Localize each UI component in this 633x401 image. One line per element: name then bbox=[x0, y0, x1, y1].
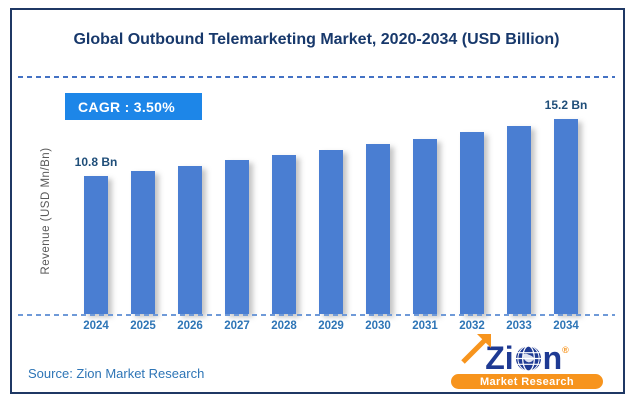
bar-2032 bbox=[460, 132, 484, 314]
zion-market-research-logo: Zi n ® Market Research bbox=[451, 334, 603, 391]
title-divider-dashed-line bbox=[18, 76, 615, 78]
x-tick-2025: 2025 bbox=[130, 320, 156, 332]
bar-column-2025 bbox=[131, 108, 155, 314]
x-tick-2024: 2024 bbox=[83, 320, 109, 332]
logo-brand-word: Zi n ® bbox=[451, 334, 603, 376]
x-tick-label: 2031 bbox=[412, 320, 438, 332]
bar-2028 bbox=[272, 155, 296, 314]
source-attribution: Source: Zion Market Research bbox=[28, 366, 205, 381]
y-axis-label: Revenue (USD Mn/Bn) bbox=[40, 147, 52, 275]
x-tick-label: 2028 bbox=[271, 320, 297, 332]
logo-letters-left: Zi bbox=[485, 340, 514, 376]
x-tick-label: 2026 bbox=[177, 320, 203, 332]
x-tick-2029: 2029 bbox=[318, 320, 344, 332]
bar-2030 bbox=[366, 144, 390, 314]
cagr-badge: CAGR : 3.50% bbox=[65, 93, 202, 120]
x-axis-tick-labels: 2024 2025 2026 2027 2028 2029 2030 2031 2032 2033… bbox=[83, 320, 579, 332]
x-tick-label: 2029 bbox=[318, 320, 344, 332]
value-label-2024: 10.8 Bn bbox=[74, 155, 118, 169]
x-tick-label: 2033 bbox=[506, 320, 532, 332]
globe-icon bbox=[515, 345, 541, 372]
bar-column-2032 bbox=[460, 108, 484, 314]
registered-trademark-icon: ® bbox=[562, 345, 569, 355]
x-tick-2026: 2026 bbox=[177, 320, 203, 332]
logo-letters-right: n bbox=[542, 340, 563, 376]
x-tick-label: 2030 bbox=[365, 320, 391, 332]
x-tick-2031: 2031 bbox=[412, 320, 438, 332]
bar-2029 bbox=[319, 150, 343, 314]
bar-2025 bbox=[131, 171, 155, 314]
x-tick-2033: 2033 bbox=[506, 320, 532, 332]
chart-title: Global Outbound Telemarketing Market, 20… bbox=[73, 31, 560, 48]
x-tick-2028: 2028 bbox=[271, 320, 297, 332]
bar-2027 bbox=[225, 160, 249, 314]
x-tick-label: 2032 bbox=[459, 320, 485, 332]
bar-column-2027 bbox=[225, 108, 249, 314]
cagr-badge-text: CAGR : 3.50% bbox=[78, 98, 175, 115]
bar-2034 bbox=[554, 119, 578, 314]
bar-column-2034: 15.2 Bn bbox=[545, 98, 587, 314]
value-label-2034: 15.2 Bn bbox=[544, 98, 588, 112]
bar-column-2029 bbox=[319, 108, 343, 314]
bar-2026 bbox=[178, 166, 202, 314]
bar-group: 10.8 Bn 15.2 Bn bbox=[75, 98, 587, 314]
x-tick-2032: 2032 bbox=[459, 320, 485, 332]
x-tick-2027: 2027 bbox=[224, 320, 250, 332]
bar-2033 bbox=[507, 126, 531, 314]
bar-2031 bbox=[413, 139, 437, 314]
bar-column-2028 bbox=[272, 108, 296, 314]
bar-column-2033 bbox=[507, 108, 531, 314]
x-tick-2034: 2034 bbox=[553, 320, 579, 332]
x-tick-2030: 2030 bbox=[365, 320, 391, 332]
x-tick-label: 2025 bbox=[130, 320, 156, 332]
bar-column-2024: 10.8 Bn bbox=[75, 108, 117, 314]
bar-column-2030 bbox=[366, 108, 390, 314]
bar-column-2031 bbox=[413, 108, 437, 314]
logo-tagline-banner: Market Research bbox=[451, 374, 603, 389]
x-tick-label: 2034 bbox=[553, 320, 579, 332]
growth-arrow-icon bbox=[461, 334, 491, 364]
bar-column-2026 bbox=[178, 108, 202, 314]
x-axis-dashed-baseline bbox=[18, 314, 615, 316]
bar-2024 bbox=[84, 176, 108, 314]
x-tick-label: 2027 bbox=[224, 320, 250, 332]
x-tick-label: 2024 bbox=[83, 320, 109, 332]
